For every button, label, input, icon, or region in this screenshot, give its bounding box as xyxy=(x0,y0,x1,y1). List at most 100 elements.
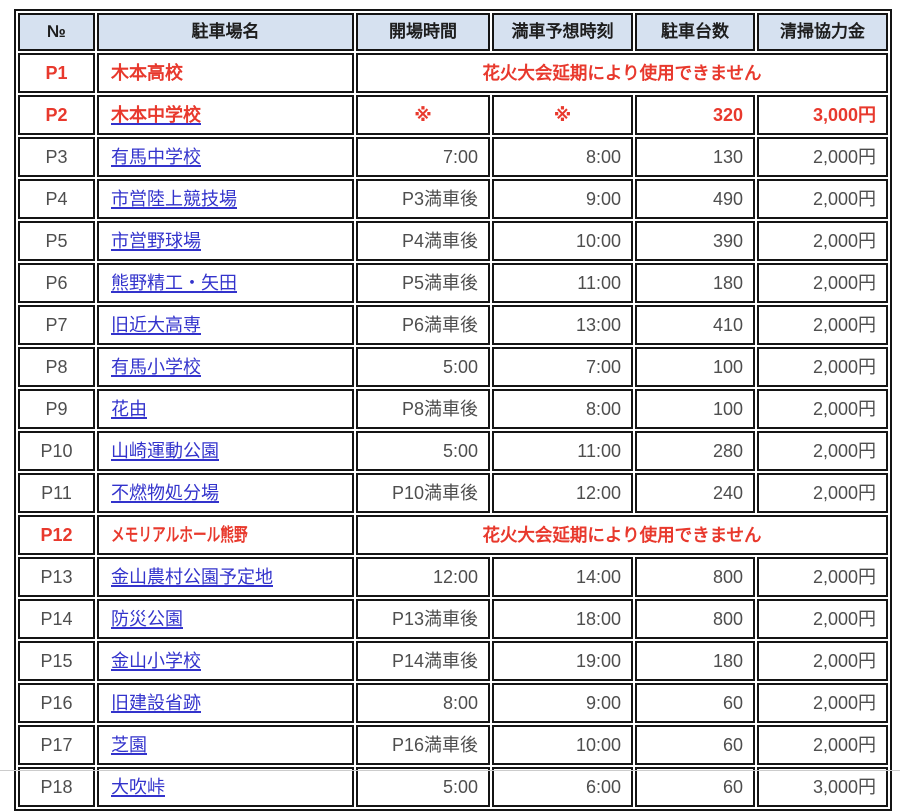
parking-name-cell: 不燃物処分場 xyxy=(97,473,354,513)
parking-name-label: 芝園 xyxy=(111,735,147,755)
row-number-cell: P14 xyxy=(18,599,95,639)
fee-cell: 2,000円 xyxy=(757,431,888,471)
full-time-cell: 8:00 xyxy=(492,389,633,429)
parking-name-link[interactable]: 市営野球場 xyxy=(111,231,201,251)
open-time-cell: P14満車後 xyxy=(356,641,490,681)
full-time-cell: 13:00 xyxy=(492,305,633,345)
parking-name-link[interactable]: 有馬小学校 xyxy=(111,357,201,377)
parking-name-text: 木本高校 xyxy=(111,63,183,83)
table-row: P1 木本高校 花火大会延期により使用できません xyxy=(18,53,888,93)
fee-cell: 2,000円 xyxy=(757,725,888,765)
full-time-cell: 9:00 xyxy=(492,179,633,219)
open-time-cell: 5:00 xyxy=(356,347,490,387)
open-time-cell: P6満車後 xyxy=(356,305,490,345)
row-number-cell: P2 xyxy=(18,95,95,135)
parking-name-link[interactable]: 不燃物処分場 xyxy=(111,483,219,503)
capacity-cell: 390 xyxy=(635,221,755,261)
header-capacity: 駐車台数 xyxy=(635,13,755,51)
table-row: P3 有馬中学校 7:00 8:00 130 2,000円 xyxy=(18,137,888,177)
page-bottom-divider xyxy=(0,770,900,771)
parking-name-link[interactable]: 金山農村公園予定地 xyxy=(111,567,273,587)
header-row: № 駐車場名 開場時間 満車予想時刻 駐車台数 清掃協力金 xyxy=(18,13,888,51)
parking-name-cell: 市営野球場 xyxy=(97,221,354,261)
fee-cell: 2,000円 xyxy=(757,179,888,219)
header-no: № xyxy=(18,13,95,51)
fee-cell: 2,000円 xyxy=(757,389,888,429)
table-row: P13 金山農村公園予定地 12:00 14:00 800 2,000円 xyxy=(18,557,888,597)
parking-name-link[interactable]: 旧建設省跡 xyxy=(111,693,201,713)
parking-table-container: № 駐車場名 開場時間 満車予想時刻 駐車台数 清掃協力金 P1 木本高校 花火大会… xyxy=(14,9,892,811)
fee-cell: 2,000円 xyxy=(757,473,888,513)
row-number-cell: P10 xyxy=(18,431,95,471)
parking-name-cell: 熊野精工・矢田 xyxy=(97,263,354,303)
full-time-cell: ※ xyxy=(492,95,633,135)
parking-name-link[interactable]: 旧近大高専 xyxy=(111,315,201,335)
parking-name-cell: 金山小学校 xyxy=(97,641,354,681)
capacity-cell: 240 xyxy=(635,473,755,513)
fee-cell: 2,000円 xyxy=(757,641,888,681)
capacity-cell: 280 xyxy=(635,431,755,471)
full-time-cell: 9:00 xyxy=(492,683,633,723)
parking-name-link[interactable]: 山崎運動公園 xyxy=(111,441,219,461)
parking-name-link[interactable]: 大吹峠 xyxy=(111,777,165,797)
capacity-cell: 800 xyxy=(635,557,755,597)
table-row: P2 木本中学校 ※ ※ 320 3,000円 xyxy=(18,95,888,135)
parking-name-link[interactable]: 木本中学校 xyxy=(111,105,201,125)
capacity-cell: 180 xyxy=(635,641,755,681)
parking-table-header: № 駐車場名 開場時間 満車予想時刻 駐車台数 清掃協力金 xyxy=(18,13,888,51)
fee-cell: 2,000円 xyxy=(757,221,888,261)
parking-name-label: 市営野球場 xyxy=(111,231,201,251)
row-number-cell: P13 xyxy=(18,557,95,597)
parking-name-text: メモリアルホール熊野 xyxy=(111,525,291,545)
row-number-cell: P15 xyxy=(18,641,95,681)
row-number-cell: P5 xyxy=(18,221,95,261)
open-time-cell: P13満車後 xyxy=(356,599,490,639)
full-time-cell: 11:00 xyxy=(492,431,633,471)
open-time-cell: P4満車後 xyxy=(356,221,490,261)
parking-name-label: 有馬小学校 xyxy=(111,357,201,377)
parking-name-label: 木本高校 xyxy=(111,63,183,83)
parking-name-link[interactable]: 有馬中学校 xyxy=(111,147,201,167)
parking-name-link[interactable]: 防災公園 xyxy=(111,609,183,629)
open-time-cell: 5:00 xyxy=(356,767,490,807)
parking-name-label: 熊野精工・矢田 xyxy=(111,273,237,293)
parking-table-body: P1 木本高校 花火大会延期により使用できません P2 木本中学校 ※ ※ 320 3,000円… xyxy=(18,53,888,807)
parking-name-cell: 市営陸上競技場 xyxy=(97,179,354,219)
table-row: P7 旧近大高専 P6満車後 13:00 410 2,000円 xyxy=(18,305,888,345)
parking-name-link[interactable]: 金山小学校 xyxy=(111,651,201,671)
row-number-cell: P12 xyxy=(18,515,95,555)
open-time-cell: 7:00 xyxy=(356,137,490,177)
capacity-cell: 60 xyxy=(635,767,755,807)
row-number-cell: P4 xyxy=(18,179,95,219)
open-time-cell: 5:00 xyxy=(356,431,490,471)
parking-name-link[interactable]: 熊野精工・矢田 xyxy=(111,273,237,293)
parking-name-label: 金山小学校 xyxy=(111,651,201,671)
full-time-cell: 8:00 xyxy=(492,137,633,177)
open-time-cell: P5満車後 xyxy=(356,263,490,303)
capacity-cell: 60 xyxy=(635,683,755,723)
full-time-cell: 18:00 xyxy=(492,599,633,639)
row-number-cell: P7 xyxy=(18,305,95,345)
full-time-cell: 7:00 xyxy=(492,347,633,387)
row-number-cell: P11 xyxy=(18,473,95,513)
open-time-cell: P8満車後 xyxy=(356,389,490,429)
capacity-cell: 60 xyxy=(635,725,755,765)
capacity-cell: 180 xyxy=(635,263,755,303)
parking-name-cell: 旧近大高専 xyxy=(97,305,354,345)
header-open: 開場時間 xyxy=(356,13,490,51)
parking-name-cell: 金山農村公園予定地 xyxy=(97,557,354,597)
parking-name-cell: 有馬中学校 xyxy=(97,137,354,177)
parking-name-link[interactable]: 花由 xyxy=(111,399,147,419)
fee-cell: 2,000円 xyxy=(757,683,888,723)
full-time-cell: 6:00 xyxy=(492,767,633,807)
parking-name-link[interactable]: 市営陸上競技場 xyxy=(111,189,237,209)
row-number-cell: P18 xyxy=(18,767,95,807)
parking-name-cell: 木本高校 xyxy=(97,53,354,93)
capacity-cell: 130 xyxy=(635,137,755,177)
parking-name-cell: 芝園 xyxy=(97,725,354,765)
row-number-cell: P8 xyxy=(18,347,95,387)
parking-name-link[interactable]: 芝園 xyxy=(111,735,147,755)
table-row: P9 花由 P8満車後 8:00 100 2,000円 xyxy=(18,389,888,429)
fee-cell: 2,000円 xyxy=(757,305,888,345)
fee-cell: 3,000円 xyxy=(757,767,888,807)
